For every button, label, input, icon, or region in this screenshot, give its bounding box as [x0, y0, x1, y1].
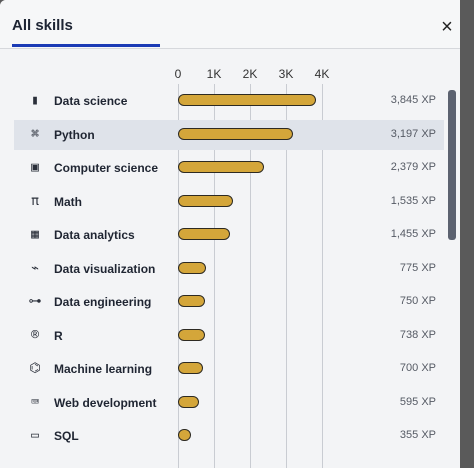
skill-name: Machine learning [54, 362, 153, 376]
skill-xp-value: 750 XP [399, 295, 436, 307]
skill-xp-bar [178, 328, 205, 341]
axis-tick-label: 2K [242, 67, 258, 81]
skill-name: Python [54, 127, 95, 142]
skill-name: R [54, 328, 63, 343]
panel-header: All skills × [0, 0, 460, 49]
skill-xp-value: 3,197 XP [390, 127, 436, 140]
skill-row[interactable]: ▮ Data science 3,845 XP [14, 86, 444, 116]
skill-row[interactable]: ⌁ Data visualization 775 XP [14, 254, 444, 284]
tab-all-skills[interactable]: All skills [12, 17, 73, 34]
skill-xp-bar [178, 429, 191, 441]
skill-name: Data visualization [54, 261, 156, 276]
skill-xp-value: 355 XP [399, 429, 436, 441]
axis-tick-label: 0 [174, 67, 182, 81]
skill-xp-bar [178, 228, 231, 240]
skill-name: Web development [54, 395, 157, 410]
skill-xp-bar [178, 127, 294, 140]
code-icon: ⌨ [31, 394, 39, 410]
skill-xp-value: 1,535 XP [390, 194, 436, 207]
skill-row[interactable]: ® R 738 XP [14, 321, 444, 351]
axis-tick-label: 4K [314, 67, 330, 81]
skill-xp-bar [178, 295, 205, 307]
scrollbar[interactable] [448, 90, 456, 240]
pi-icon: π [31, 193, 39, 209]
close-icon[interactable]: × [441, 16, 453, 38]
active-tab-indicator [12, 44, 160, 47]
axis-tick-label: 3K [278, 67, 294, 81]
data-science-icon: ▮ [31, 93, 39, 108]
python-icon: ⌘ [31, 126, 39, 142]
gridline [214, 84, 215, 468]
skill-xp-value: 738 XP [399, 328, 436, 341]
skill-xp-bar [178, 94, 317, 106]
skill-xp-value: 2,379 XP [390, 161, 436, 173]
sql-icon: ▭ [31, 428, 39, 443]
skill-row[interactable]: ▭ SQL 355 XP [14, 421, 444, 451]
skill-name: Data engineering [54, 295, 152, 309]
skill-xp-value: 1,455 XP [390, 228, 436, 240]
skill-name: SQL [54, 429, 79, 443]
skill-row[interactable]: ▦ Data analytics 1,455 XP [14, 220, 444, 250]
skill-row[interactable]: π Math 1,535 XP [14, 187, 444, 217]
table-icon: ▦ [31, 227, 39, 242]
skill-row[interactable]: ⌨ Web development 595 XP [14, 388, 444, 418]
brain-icon: ⌬ [29, 361, 41, 376]
skill-xp-value: 595 XP [399, 395, 436, 408]
skill-xp-bar [178, 261, 206, 274]
skill-xp-bar [178, 194, 234, 207]
skill-name: Data science [54, 94, 128, 108]
skill-row[interactable]: ⌘ Python 3,197 XP [14, 119, 444, 150]
skill-xp-bar [178, 161, 264, 173]
skill-row[interactable]: ⌬ Machine learning 700 XP [14, 354, 444, 384]
all-skills-panel: All skills × 0 1K 2K 3K 4K ▮ Data science 3,84… [0, 0, 460, 468]
skill-name: Computer science [54, 161, 159, 175]
pipeline-icon: ⊶ [28, 294, 42, 309]
skill-xp-value: 700 XP [399, 362, 436, 374]
skill-xp-bar [178, 395, 200, 408]
gridline [178, 84, 179, 468]
skill-row[interactable]: ▣ Computer science 2,379 XP [14, 153, 444, 183]
skill-xp-bar [178, 362, 204, 374]
r-icon: ® [31, 327, 39, 343]
axis-tick-label: 1K [206, 67, 222, 81]
skill-name: Math [54, 194, 82, 209]
gridline [250, 84, 251, 468]
skill-name: Data analytics [54, 228, 135, 242]
skill-row[interactable]: ⊶ Data engineering 750 XP [14, 287, 444, 317]
gridline [322, 84, 323, 468]
skill-xp-value: 775 XP [399, 261, 436, 274]
chip-icon: ▣ [31, 160, 39, 175]
chart-icon: ⌁ [31, 260, 39, 276]
skill-xp-value: 3,845 XP [390, 94, 436, 106]
gridline [286, 84, 287, 468]
